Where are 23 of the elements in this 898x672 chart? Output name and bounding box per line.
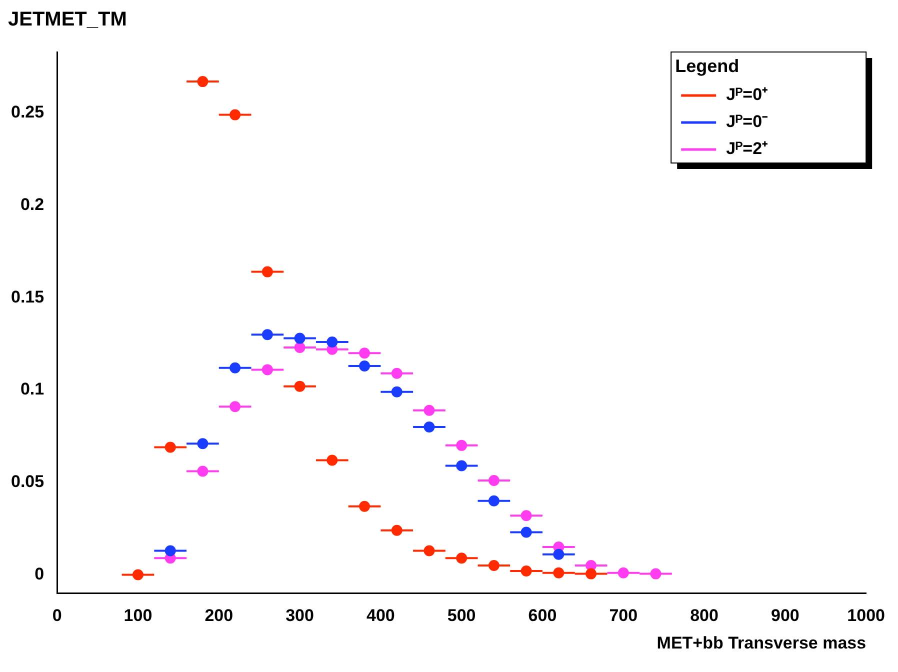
x-tick-label: 700 bbox=[609, 606, 638, 626]
legend-label: Jᴾ=0⁺ bbox=[726, 85, 768, 104]
legend-title: Legend bbox=[675, 56, 740, 76]
x-tick-label: 0 bbox=[52, 606, 62, 626]
y-tick-label: 0.2 bbox=[20, 194, 44, 214]
x-tick-label: 200 bbox=[204, 606, 234, 626]
y-tick-label: 0.05 bbox=[10, 472, 44, 492]
legend-label: Jᴾ=0⁻ bbox=[726, 112, 768, 132]
y-tick-label: 0.1 bbox=[20, 380, 44, 399]
x-tick-label: 300 bbox=[286, 606, 314, 626]
x-tick-label: 400 bbox=[366, 606, 395, 626]
y-tick-label: 0.25 bbox=[10, 102, 44, 122]
x-axis-title: MET+bb Transverse mass bbox=[656, 633, 866, 652]
x-tick-label: 500 bbox=[447, 606, 476, 626]
x-tick-label: 100 bbox=[124, 606, 152, 626]
y-tick-label: 0.15 bbox=[10, 287, 44, 306]
x-tick-label: 1000 bbox=[847, 606, 886, 626]
x-tick-label: 600 bbox=[528, 606, 557, 626]
x-tick-label: 900 bbox=[771, 606, 800, 626]
legend-label: Jᴾ=2⁺ bbox=[726, 139, 768, 158]
y-tick-label: 0 bbox=[34, 564, 44, 584]
chart-title: JETMET_TM bbox=[8, 8, 127, 31]
x-tick-label: 800 bbox=[690, 606, 718, 626]
